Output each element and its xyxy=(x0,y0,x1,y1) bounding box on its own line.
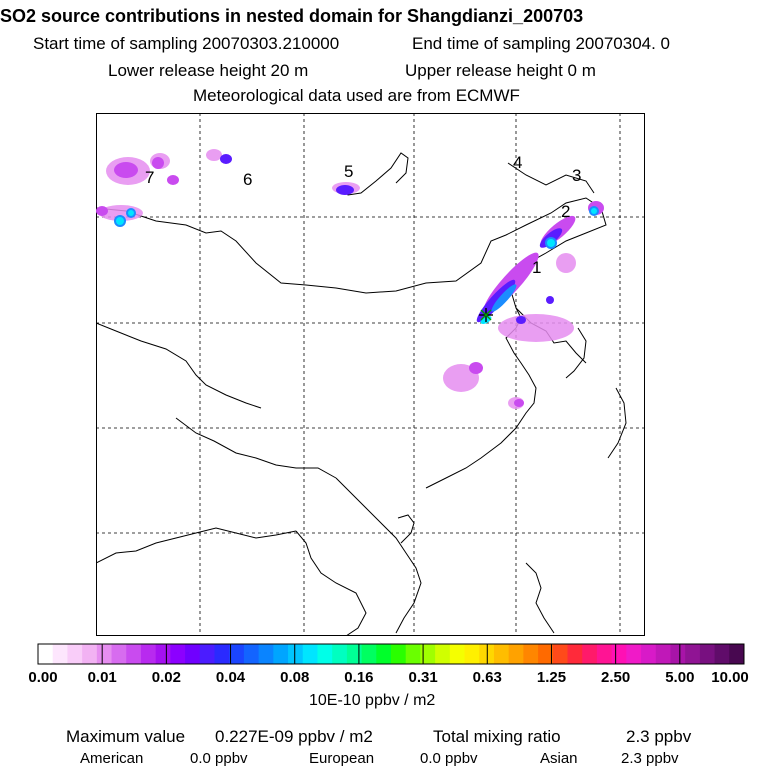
colorbar-tick-label: 5.00 xyxy=(665,669,695,686)
source-european-value: 0.0 ppbv xyxy=(420,750,478,767)
colorbar-segment xyxy=(302,644,318,664)
colorbar-segment xyxy=(258,644,274,664)
colorbar-frame xyxy=(37,643,745,665)
max-value: 0.227E-09 ppbv / m2 xyxy=(215,727,373,746)
colorbar-segment xyxy=(641,644,657,664)
start-time-label: Start time of sampling 20070303.210000 xyxy=(33,34,340,53)
colorbar-tick-label: 10.00 xyxy=(711,669,749,686)
colorbar-segment xyxy=(332,644,348,664)
colorbar-tick-label: 1.25 xyxy=(536,669,567,686)
colorbar-tick-label: 0.02 xyxy=(151,669,181,686)
colorbar-segment xyxy=(111,644,127,664)
colorbar-segment xyxy=(670,644,686,664)
colorbar-segment xyxy=(288,644,304,664)
colorbar-segment xyxy=(508,644,524,664)
colorbar-tick-label: 0.00 xyxy=(28,669,58,686)
colorbar-tick-label: 0.31 xyxy=(408,669,438,686)
colorbar-segment xyxy=(714,644,730,664)
colorbar-segment xyxy=(464,644,480,664)
colorbar-segment xyxy=(52,644,68,664)
colorbar-segment xyxy=(699,644,716,664)
colorbar xyxy=(37,643,745,665)
colorbar-segment xyxy=(155,644,171,664)
total-mixing-label: Total mixing ratio xyxy=(433,727,561,746)
colorbar-segment xyxy=(435,644,451,664)
colorbar-segment xyxy=(611,644,627,664)
region-labels: 1 2 3 4 5 6 7 xyxy=(145,153,581,277)
plot-title: SO2 source contributions in nested domai… xyxy=(0,6,584,26)
source-asian-name: Asian xyxy=(540,750,578,767)
colorbar-segment xyxy=(376,644,392,664)
region-label-2: 2 xyxy=(561,202,570,221)
colorbar-segment xyxy=(729,644,745,664)
colorbar-segment xyxy=(140,644,157,664)
max-value-label: Maximum value xyxy=(66,727,186,746)
colorbar-segment xyxy=(391,644,407,664)
colorbar-segment xyxy=(199,644,215,664)
colorbar-tick-label: 0.04 xyxy=(215,669,246,686)
colorbar-segment xyxy=(317,644,333,664)
colorbar-segment xyxy=(655,644,671,664)
colorbar-segment xyxy=(582,644,598,664)
receptor-star-icon xyxy=(479,308,493,322)
colorbar-segment xyxy=(273,644,289,664)
total-mixing-value: 2.3 ppbv xyxy=(626,727,692,746)
region-label-5: 5 xyxy=(344,162,353,181)
colorbar-segment xyxy=(170,644,186,664)
upper-release-height: Upper release height 0 m xyxy=(405,61,596,80)
colorbar-segment xyxy=(493,644,510,664)
colorbar-units: 10E-10 ppbv / m2 xyxy=(309,692,436,709)
colorbar-segment xyxy=(523,644,539,664)
colorbar-segment xyxy=(214,644,230,664)
colorbar-segment xyxy=(420,644,436,664)
meteorological-data-label: Meteorological data used are from ECMWF xyxy=(193,86,520,105)
lower-release-height: Lower release height 20 m xyxy=(108,61,309,80)
source-asian-value: 2.3 ppbv xyxy=(621,750,679,767)
region-label-4: 4 xyxy=(513,153,522,172)
colorbar-segment xyxy=(96,644,113,664)
source-american-name: American xyxy=(80,750,144,767)
region-label-3: 3 xyxy=(572,166,581,185)
source-european-name: European xyxy=(309,750,375,767)
end-time-label: End time of sampling 20070304. 0 xyxy=(412,34,671,53)
colorbar-segment xyxy=(626,644,642,664)
colorbar-tick-label: 0.08 xyxy=(280,669,310,686)
contribution-map: 1 2 3 4 5 6 7 xyxy=(96,113,645,636)
map-frame xyxy=(96,113,645,636)
colorbar-segment xyxy=(82,644,98,664)
colorbar-tick-label: 2.50 xyxy=(601,669,631,686)
source-american-value: 0.0 ppbv xyxy=(190,750,248,767)
colorbar-segment xyxy=(38,644,54,664)
colorbar-segment xyxy=(449,644,466,664)
colorbar-segment xyxy=(243,644,260,664)
colorbar-segment xyxy=(229,644,245,664)
region-label-7: 7 xyxy=(145,168,154,187)
colorbar-segment xyxy=(185,644,201,664)
colorbar-segment xyxy=(538,644,554,664)
colorbar-segment xyxy=(552,644,568,664)
colorbar-tick-label: 0.01 xyxy=(87,669,117,686)
country-borders xyxy=(96,152,627,636)
region-label-1: 1 xyxy=(532,258,541,277)
colorbar-segment xyxy=(346,644,363,664)
colorbar-segment xyxy=(567,644,583,664)
colorbar-segment xyxy=(405,644,421,664)
colorbar-segment xyxy=(685,644,701,664)
colorbar-segment xyxy=(596,644,613,664)
colorbar-segment xyxy=(361,644,377,664)
colorbar-tick-label: 0.63 xyxy=(472,669,502,686)
colorbar-segment xyxy=(126,644,142,664)
colorbar-tick-label: 0.16 xyxy=(344,669,374,686)
region-label-6: 6 xyxy=(243,170,252,189)
colorbar-segment xyxy=(67,644,83,664)
